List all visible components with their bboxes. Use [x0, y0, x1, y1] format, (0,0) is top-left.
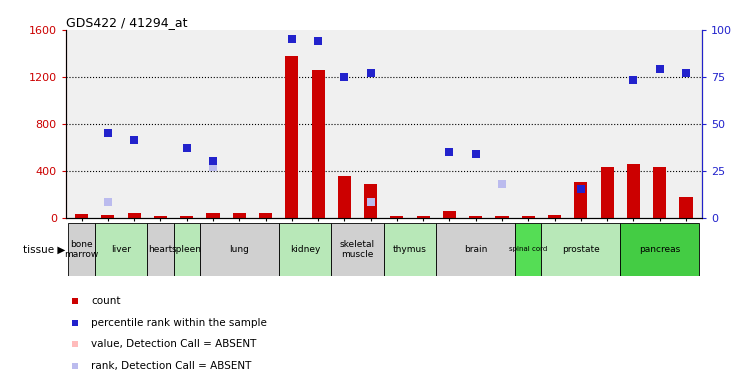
Bar	[147, 223, 173, 276]
Text: skeletal
muscle: skeletal muscle	[340, 240, 375, 259]
Bar	[627, 164, 640, 218]
Text: spinal cord: spinal cord	[510, 246, 548, 252]
Bar	[102, 215, 115, 217]
Bar	[180, 216, 193, 217]
Bar	[496, 216, 509, 217]
Text: tissue ▶: tissue ▶	[23, 244, 65, 254]
Bar	[679, 197, 692, 217]
Bar	[154, 216, 167, 217]
Bar	[311, 70, 325, 217]
Bar	[338, 177, 351, 218]
Text: GDS422 / 41294_at: GDS422 / 41294_at	[66, 16, 187, 29]
Text: heart: heart	[148, 245, 173, 254]
Text: prostate: prostate	[562, 245, 599, 254]
Bar	[259, 213, 272, 217]
Bar	[206, 213, 219, 217]
Bar	[75, 214, 88, 217]
Text: value, Detection Call = ABSENT: value, Detection Call = ABSENT	[91, 339, 257, 350]
Bar	[522, 216, 535, 217]
Bar	[436, 223, 515, 276]
Text: brain: brain	[464, 245, 488, 254]
Bar	[621, 223, 699, 276]
Text: spleen: spleen	[172, 245, 202, 254]
Bar	[285, 56, 298, 217]
Bar	[95, 223, 147, 276]
Bar	[232, 213, 246, 217]
Text: bone
marrow: bone marrow	[64, 240, 99, 259]
Bar	[653, 167, 666, 217]
Bar	[515, 223, 542, 276]
Bar	[443, 211, 456, 217]
Text: count: count	[91, 296, 121, 306]
Bar	[173, 223, 200, 276]
Bar	[469, 216, 482, 217]
Text: percentile rank within the sample: percentile rank within the sample	[91, 318, 267, 328]
Bar	[417, 216, 430, 217]
Text: thymus: thymus	[393, 245, 427, 254]
Text: rank, Detection Call = ABSENT: rank, Detection Call = ABSENT	[91, 361, 251, 371]
Bar	[601, 167, 614, 217]
Bar	[331, 223, 384, 276]
Bar	[542, 223, 621, 276]
Bar	[279, 223, 331, 276]
Text: lung: lung	[230, 245, 249, 254]
Text: pancreas: pancreas	[639, 245, 681, 254]
Bar	[548, 215, 561, 217]
Bar	[69, 223, 95, 276]
Bar	[364, 184, 377, 218]
Bar	[575, 182, 588, 218]
Bar	[390, 216, 404, 217]
Text: kidney: kidney	[289, 245, 320, 254]
Bar	[127, 213, 140, 217]
Bar	[200, 223, 279, 276]
Bar	[384, 223, 436, 276]
Text: liver: liver	[111, 245, 131, 254]
